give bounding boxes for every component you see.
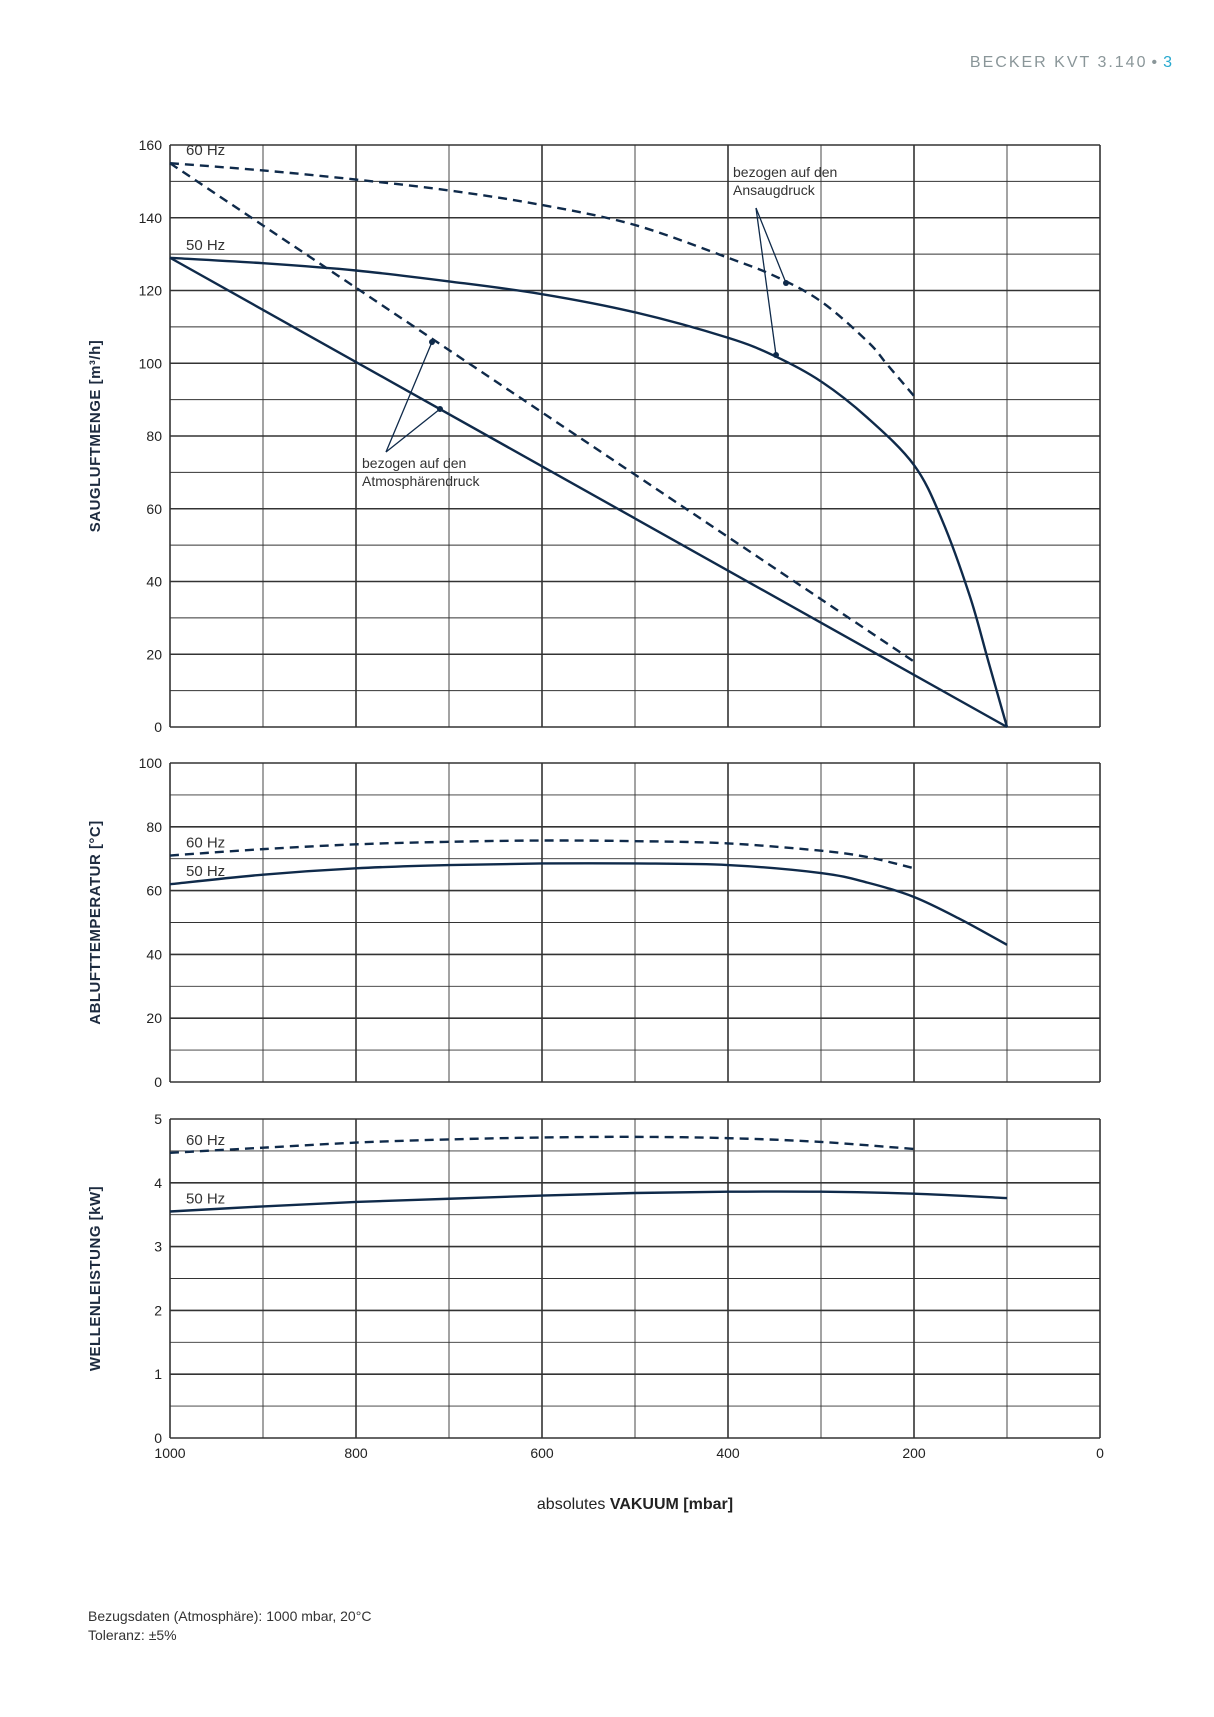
x-tick-label: 1000 bbox=[154, 1445, 185, 1461]
page-number: 3 bbox=[1163, 54, 1174, 71]
y-tick-label: 60 bbox=[146, 501, 162, 517]
annotation-marker bbox=[783, 280, 789, 286]
series-line-60hz bbox=[169, 161, 915, 397]
series-label-60hz: 60 Hz bbox=[186, 142, 225, 159]
document-title: BECKER KVT 3.140 bbox=[969, 54, 1148, 71]
tolerance-note: Toleranz: ±5% bbox=[88, 1627, 177, 1643]
y-tick-label: 140 bbox=[139, 210, 163, 226]
y-tick-label: 100 bbox=[139, 355, 163, 371]
annotation-leader-line bbox=[385, 408, 441, 453]
y-tick-label: 0 bbox=[154, 719, 162, 735]
y-tick-label: 0 bbox=[154, 1430, 162, 1446]
series-line-60hz bbox=[169, 1135, 915, 1155]
x-tick-label: 0 bbox=[1096, 1445, 1104, 1461]
x-tick-label: 200 bbox=[902, 1445, 926, 1461]
series-label-50hz: 50 Hz bbox=[186, 863, 225, 880]
y-tick-label: 40 bbox=[146, 946, 162, 962]
y-axis-label: SAUGLUFTMENGE [m³/h] bbox=[87, 340, 104, 532]
series-line-50hz bbox=[169, 1190, 1008, 1213]
chart-panel-1: 0 20 40 60 80 100 120 140 160 SAUGLUFTMENGE [m³/h… bbox=[87, 137, 1101, 735]
y-tick-label: 2 bbox=[154, 1302, 162, 1318]
series-line-50hz bbox=[169, 256, 1009, 728]
y-tick-label: 80 bbox=[146, 819, 162, 835]
series-line-reference-3 bbox=[169, 256, 1008, 729]
series-label-60hz: 60 Hz bbox=[186, 1132, 225, 1149]
y-tick-label: 20 bbox=[146, 646, 162, 662]
y-tick-label: 1 bbox=[154, 1366, 162, 1382]
y-tick-label: 160 bbox=[139, 137, 163, 153]
y-tick-label: 100 bbox=[139, 755, 163, 771]
annotation-leader-line bbox=[755, 207, 787, 284]
chart-panel-3: 0 1 2 3 4 5 WELLENLEISTUNG [kW] 60 Hz 50 Hz bbox=[87, 1111, 1101, 1446]
annotation-marker bbox=[429, 339, 435, 345]
y-tick-label: 60 bbox=[146, 883, 162, 899]
x-tick-label: 800 bbox=[344, 1445, 368, 1461]
annotation-marker bbox=[773, 352, 779, 358]
chart-panel-2: 0 20 40 60 80 100 ABLUFTTEMPERATUR [°C] 60 Hz 50… bbox=[87, 755, 1101, 1090]
y-tick-label: 5 bbox=[154, 1111, 162, 1127]
annotation-atmosphaerendruck: bezogen auf den Atmosphärendruck bbox=[362, 455, 481, 489]
series-label-60hz: 60 Hz bbox=[186, 835, 225, 852]
series-label-50hz: 50 Hz bbox=[186, 237, 225, 254]
y-tick-label: 3 bbox=[154, 1239, 162, 1255]
annotation-leader-line bbox=[755, 207, 777, 356]
y-axis-label: WELLENLEISTUNG [kW] bbox=[87, 1186, 104, 1371]
series-label-50hz: 50 Hz bbox=[186, 1191, 225, 1208]
y-tick-label: 80 bbox=[146, 428, 162, 444]
annotation-marker bbox=[437, 406, 443, 412]
x-axis-label: absolutes VAKUUM [mbar] bbox=[537, 1496, 733, 1513]
header-separator: • bbox=[1151, 54, 1160, 71]
y-tick-label: 120 bbox=[139, 283, 163, 299]
series-line-50hz bbox=[169, 862, 1008, 946]
x-tick-label: 600 bbox=[530, 1445, 554, 1461]
y-tick-label: 0 bbox=[154, 1074, 162, 1090]
page-header: BECKER KVT 3.140 • 3 bbox=[970, 54, 1174, 72]
y-tick-label: 4 bbox=[154, 1175, 162, 1191]
annotation-leader-line bbox=[385, 341, 433, 453]
y-axis-label: ABLUFTTEMPERATUR [°C] bbox=[87, 820, 104, 1025]
series-line-60hz bbox=[169, 839, 915, 870]
reference-data-note: Bezugsdaten (Atmosphäre): 1000 mbar, 20°… bbox=[88, 1608, 372, 1624]
x-tick-label: 400 bbox=[716, 1445, 740, 1461]
annotation-ansaugdruck: bezogen auf den Ansaugdruck bbox=[733, 164, 837, 198]
y-tick-label: 40 bbox=[146, 574, 162, 590]
y-tick-label: 20 bbox=[146, 1010, 162, 1026]
